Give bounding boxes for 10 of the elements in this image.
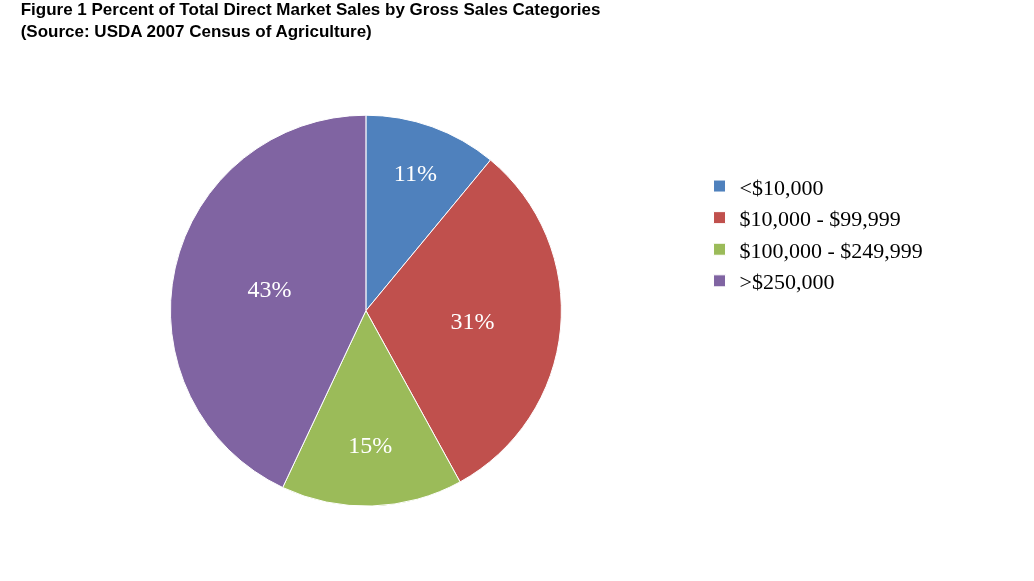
chart-title: Figure 1 Percent of Total Direct Market Sales by Gross Sales Categories — [20, 0, 601, 19]
data-label: 11% — [393, 160, 437, 187]
chart-subtitle: (Source: USDA 2007 Census of Agriculture) — [20, 21, 372, 41]
legend-label: $100,000 - $249,999 — [739, 237, 923, 263]
legend-label: <$10,000 — [739, 174, 824, 200]
data-label: 15% — [348, 432, 393, 459]
data-label: 31% — [450, 307, 495, 334]
data-label: 43% — [247, 276, 292, 303]
legend-label: $10,000 - $99,999 — [739, 206, 901, 232]
legend-label: >$250,000 — [739, 269, 835, 295]
